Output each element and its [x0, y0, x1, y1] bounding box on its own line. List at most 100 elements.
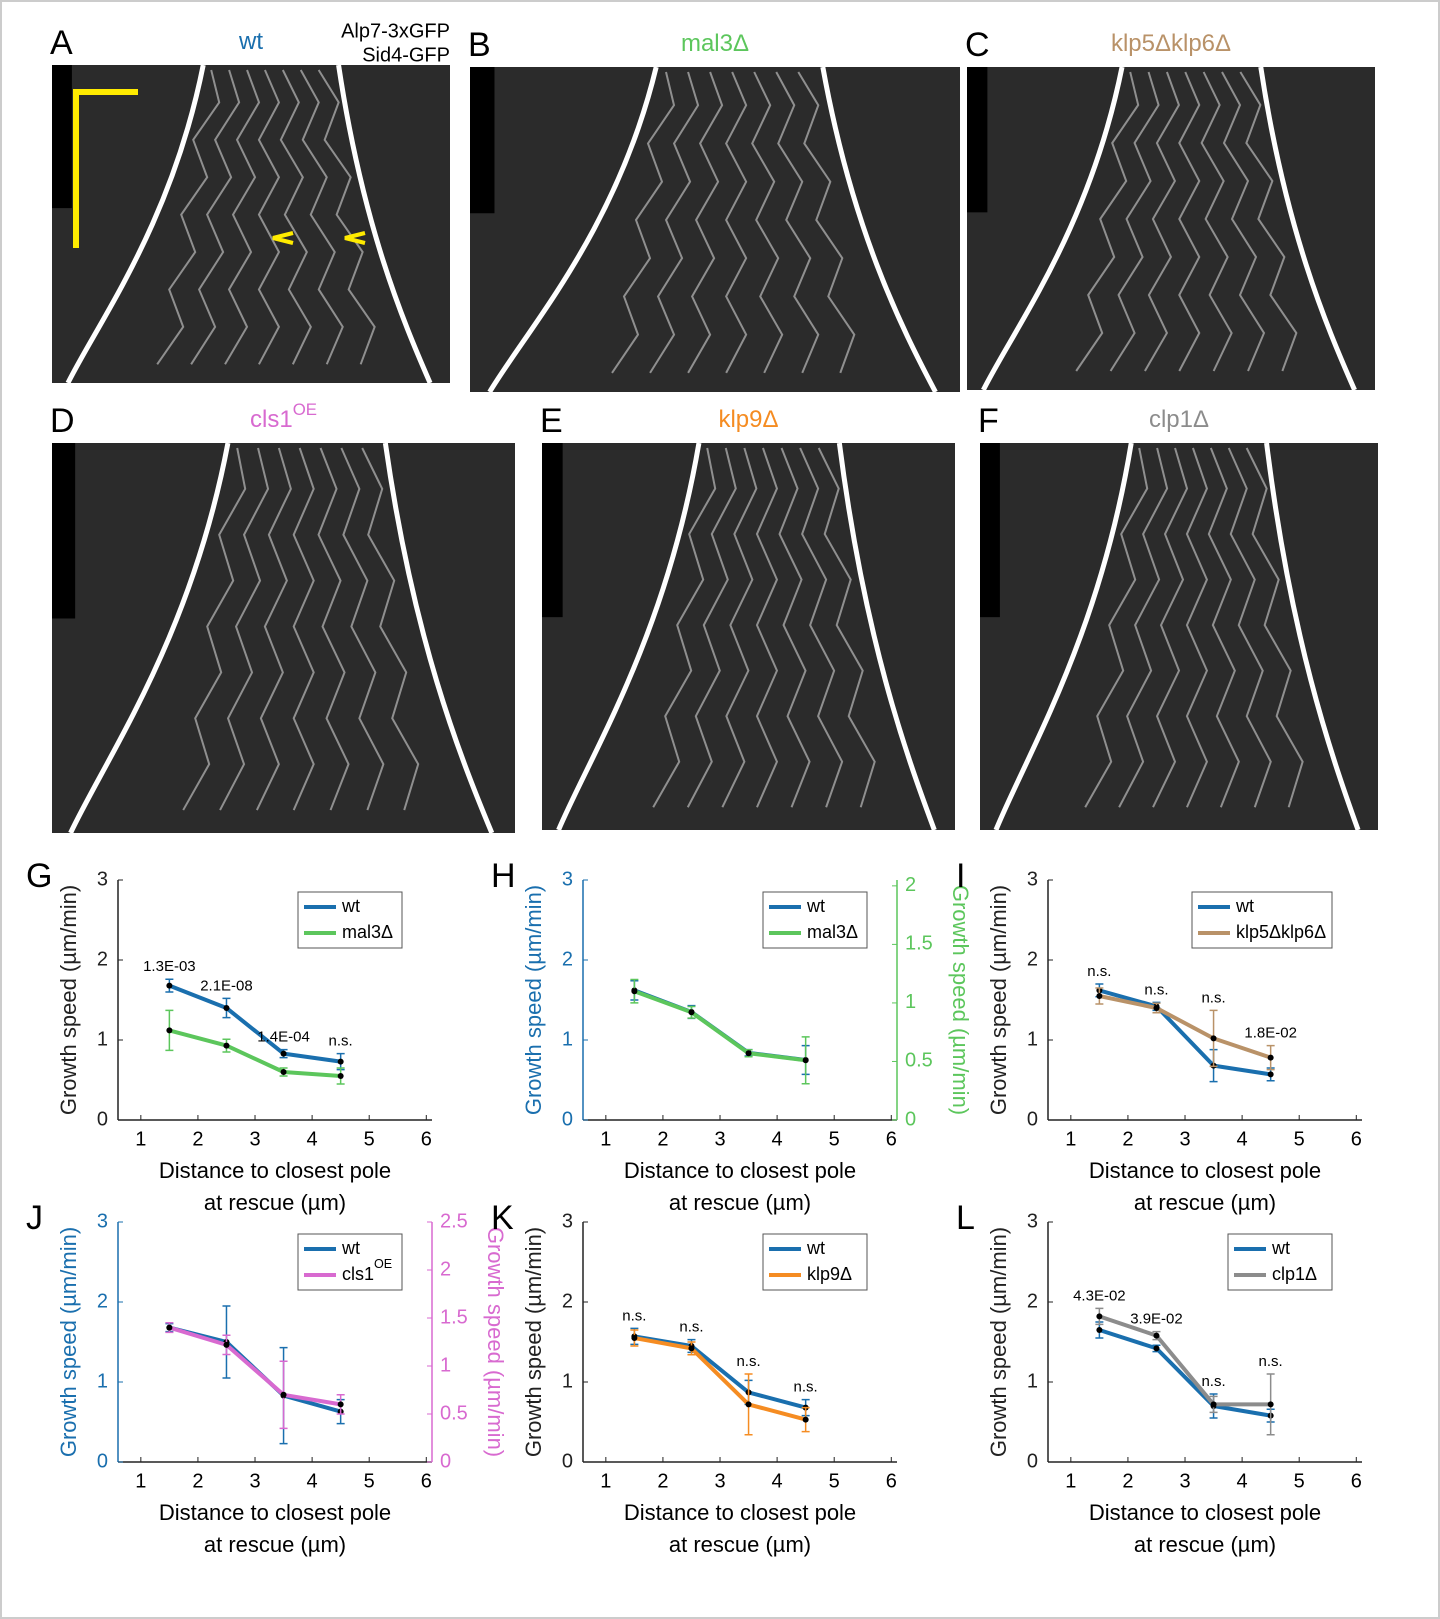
y-axis-label: Growth speed (µm/min) — [521, 1227, 546, 1457]
microtubule-track — [257, 69, 281, 365]
kymograph — [52, 65, 450, 383]
x-tick-label: 6 — [886, 1128, 897, 1150]
microtubule-track — [799, 447, 844, 808]
x-tick-label: 3 — [1179, 1470, 1190, 1492]
legend-label: klp9Δ — [807, 1264, 852, 1284]
kymograph-title-main: clp1Δ — [1149, 406, 1209, 433]
y-tick-label: 2 — [97, 1290, 108, 1312]
x-tick-label: 2 — [192, 1128, 203, 1150]
x-tick-label: 5 — [829, 1470, 840, 1492]
legend-label-main: cls1 — [342, 1264, 374, 1284]
mean-point — [688, 1009, 695, 1016]
microtubule-track — [279, 69, 312, 365]
p-value-label: 1.3E-03 — [143, 958, 196, 975]
y-tick-label: 2 — [562, 948, 573, 970]
microtubule-track — [190, 69, 241, 365]
microtubule-track — [1227, 447, 1272, 808]
kymograph — [52, 443, 515, 833]
microtubule-track — [292, 447, 315, 811]
x-tick-label: 1 — [600, 1470, 611, 1492]
x-tick-label: 5 — [364, 1470, 375, 1492]
p-value-label: n.s. — [794, 1379, 818, 1396]
y-tick-label: 0 — [562, 1450, 573, 1472]
mean-point — [1267, 1401, 1274, 1408]
legend-label-main: wt — [341, 896, 360, 916]
strain-label: Sid4-GFP — [362, 44, 450, 66]
spindle-pole — [382, 442, 495, 834]
legend-box — [762, 891, 868, 949]
x-tick-label: 5 — [829, 1128, 840, 1150]
y2-tick-label: 1 — [905, 991, 916, 1013]
legend-label: wt — [806, 1238, 825, 1258]
microtubule-track — [317, 69, 376, 365]
legend-label-main: mal3Δ — [807, 922, 858, 942]
mean-point — [280, 1069, 287, 1075]
microtubule-track — [299, 69, 344, 365]
y2-tick-label: 2 — [905, 874, 916, 896]
mean-point — [631, 988, 638, 995]
p-value-label: n.s. — [329, 1033, 353, 1050]
p-value-label: n.s. — [1259, 1353, 1283, 1370]
microtubule-track — [817, 447, 876, 808]
spindle-pole — [65, 64, 206, 385]
y2-tick-label: 0 — [905, 1108, 916, 1130]
microtubule-track — [182, 447, 247, 811]
legend-label-main: klp5Δklp6Δ — [1236, 922, 1326, 942]
y-tick-label: 2 — [1027, 1290, 1038, 1312]
x-tick-label: 3 — [249, 1128, 260, 1150]
mean-point — [337, 1401, 344, 1408]
series-line — [168, 983, 341, 1064]
x-axis-label: Distance to closest pole — [624, 1158, 856, 1183]
legend-label-main: wt — [1235, 896, 1254, 916]
microtubule-track — [1185, 447, 1209, 808]
kymograph — [470, 67, 960, 392]
x-axis-label: at rescue (µm) — [204, 1532, 346, 1557]
x-tick-label: 2 — [657, 1128, 668, 1150]
microtubule-track — [1239, 71, 1298, 372]
y2-axis-label: Growth speed (µm/min) — [948, 885, 973, 1115]
microtubule-track — [1118, 447, 1169, 808]
x-axis-label: at rescue (µm) — [669, 1190, 811, 1215]
kymograph-title: wt — [238, 28, 263, 55]
y-tick-label: 1 — [1027, 1370, 1038, 1392]
mean-point — [223, 1341, 230, 1348]
microtubule-track — [156, 69, 221, 365]
x-axis-label: at rescue (µm) — [1134, 1532, 1276, 1557]
mean-point — [337, 1073, 344, 1079]
microtubule-track — [361, 447, 420, 811]
series-line — [1098, 988, 1271, 1077]
y2-tick-label: 0.5 — [440, 1402, 468, 1424]
x-tick-label: 6 — [886, 1470, 897, 1492]
mean-point — [166, 1324, 173, 1331]
y-tick-label: 1 — [97, 1370, 108, 1392]
mean-point — [1096, 993, 1103, 999]
y2-tick-label: 1.5 — [440, 1306, 468, 1328]
mean-point — [1153, 1332, 1160, 1339]
microtubule-track — [1200, 71, 1233, 372]
x-axis-label: at rescue (µm) — [204, 1190, 346, 1215]
y2-tick-label: 0.5 — [905, 1050, 933, 1072]
kymograph-mask — [470, 67, 495, 214]
p-value-label: n.s. — [1201, 989, 1225, 1006]
kymograph-title-sup: OE — [293, 400, 317, 419]
y-tick-label: 1 — [562, 1028, 573, 1050]
microtubule-track — [219, 447, 270, 811]
kymograph — [967, 67, 1375, 390]
legend-label-sup: OE — [374, 1257, 392, 1271]
y-axis-label: Growth speed (µm/min) — [986, 1227, 1011, 1457]
microtubule-track — [1207, 447, 1240, 808]
x-tick-label: 2 — [657, 1470, 668, 1492]
spindle-pole — [1258, 66, 1357, 392]
y2-tick-label: 2 — [440, 1258, 451, 1280]
mean-point — [166, 982, 173, 989]
p-value-label: n.s. — [1201, 1373, 1225, 1390]
kymograph-title: mal3Δ — [681, 30, 749, 57]
legend-box — [1191, 891, 1333, 949]
series-line — [1098, 1314, 1271, 1407]
p-value-label: n.s. — [736, 1353, 760, 1370]
panel-letter: B — [468, 26, 491, 64]
series-line — [1098, 1328, 1271, 1418]
y-tick-label: 3 — [1027, 1210, 1038, 1232]
x-tick-label: 1 — [135, 1128, 146, 1150]
arrowhead — [272, 231, 294, 245]
